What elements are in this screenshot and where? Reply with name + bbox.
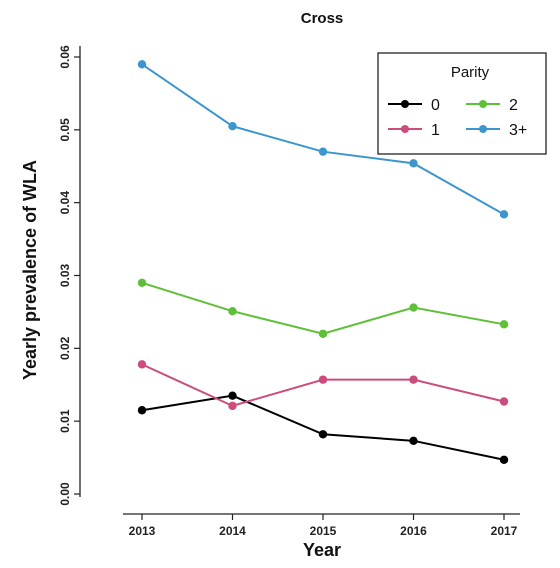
y-tick-label-0.06: 0.06 — [58, 45, 72, 69]
data-point-3+-2016 — [409, 159, 418, 168]
y-tick-label-0.05: 0.05 — [58, 118, 72, 142]
data-point-1-2013 — [137, 360, 147, 369]
legend-marker-2 — [479, 100, 487, 108]
legend-marker-3+ — [479, 125, 487, 133]
data-point-2-2015 — [318, 329, 328, 338]
series-line-2 — [141, 281, 505, 335]
legend-marker-0 — [401, 100, 409, 108]
legend-marker-1 — [401, 125, 409, 133]
chart-title: Cross — [301, 10, 344, 27]
y-tick-label-0.04: 0.04 — [58, 191, 72, 215]
x-tick-label-2016: 2016 — [400, 524, 427, 538]
x-tick-label-2014: 2014 — [219, 524, 246, 538]
data-point-0-2013 — [137, 406, 147, 415]
legend-label-2: 2 — [509, 97, 518, 114]
data-point-1-2014 — [228, 401, 237, 411]
x-tick-label-2015: 2015 — [310, 524, 337, 538]
x-axis-title: Year — [303, 540, 341, 560]
y-tick-label-0.03: 0.03 — [58, 263, 72, 287]
legend-label-0: 0 — [431, 97, 440, 114]
data-point-3+-2014 — [228, 121, 237, 131]
legend: Parity 0 1 2 3+ — [377, 52, 547, 155]
series-line-0 — [141, 394, 505, 461]
y-tick-label-0.00: 0.00 — [58, 482, 72, 506]
data-point-3+-2013 — [137, 60, 147, 69]
legend-label-1: 1 — [431, 122, 440, 139]
x-axis-ticks: 2013 2014 2015 2016 2017 — [129, 514, 518, 538]
legend-title: Parity — [451, 64, 490, 81]
x-tick-label-2013: 2013 — [129, 524, 156, 538]
series-line-1 — [141, 363, 505, 407]
legend-label-3+: 3+ — [509, 122, 527, 139]
x-tick-label-2017: 2017 — [491, 524, 518, 538]
y-axis-ticks: 0.00 0.01 0.02 0.03 0.04 0.05 0.06 — [58, 45, 80, 506]
y-axis-title: Yearly prevalence of WLA — [20, 160, 40, 380]
data-point-2-2013 — [137, 278, 147, 287]
y-tick-label-0.01: 0.01 — [58, 409, 72, 433]
legend-entries: 0 1 2 3+ — [388, 97, 527, 139]
y-tick-label-0.02: 0.02 — [58, 336, 72, 360]
data-point-1-2015 — [318, 375, 328, 384]
data-point-1-2016 — [409, 375, 418, 384]
data-point-0-2016 — [409, 436, 418, 446]
data-point-2-2016 — [409, 303, 418, 312]
data-point-0-2017 — [499, 455, 509, 464]
data-point-0-2015 — [318, 430, 328, 439]
data-point-3+-2017 — [499, 210, 509, 219]
data-point-1-2017 — [499, 397, 509, 406]
data-point-2-2014 — [228, 306, 237, 316]
data-point-2-2017 — [499, 320, 509, 329]
plot-area — [137, 60, 509, 464]
data-point-3+-2015 — [318, 147, 328, 156]
data-point-0-2014 — [228, 391, 237, 400]
